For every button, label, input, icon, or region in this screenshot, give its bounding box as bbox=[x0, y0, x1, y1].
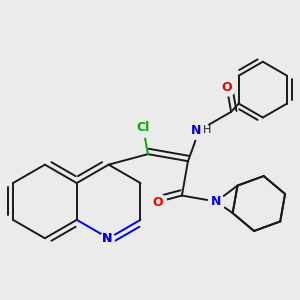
Text: N: N bbox=[101, 232, 112, 245]
Text: N: N bbox=[211, 195, 221, 208]
Text: N: N bbox=[101, 232, 112, 245]
Text: Cl: Cl bbox=[136, 121, 150, 134]
Text: O: O bbox=[221, 81, 232, 94]
Text: H: H bbox=[203, 125, 211, 135]
Text: O: O bbox=[152, 196, 163, 208]
Text: N: N bbox=[191, 124, 201, 137]
